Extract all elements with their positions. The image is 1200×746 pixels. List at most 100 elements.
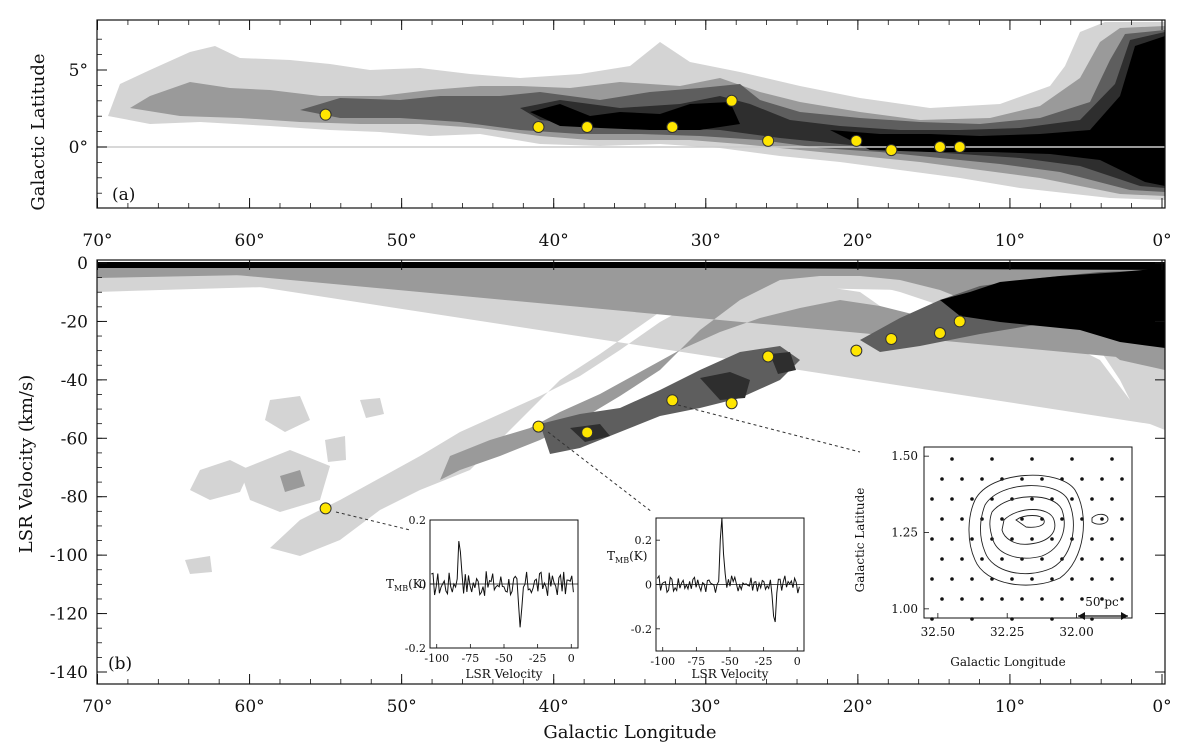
map-dot <box>940 557 944 561</box>
source-marker <box>532 420 545 433</box>
source-marker <box>762 350 775 363</box>
bot-ytick-label: -80 <box>61 488 88 508</box>
top-xtick-label: 10° <box>995 231 1025 251</box>
inset-xtick-label: -50 <box>495 652 513 665</box>
map-dot <box>1050 577 1054 581</box>
map-dot <box>1030 537 1034 541</box>
inset-1-ylabel: TMB(K) <box>386 577 426 593</box>
map-dot <box>1070 497 1074 501</box>
map-dot <box>1120 597 1124 601</box>
panel-b-ylabel: LSR Velocity (km/s) <box>16 375 37 553</box>
map-dot <box>1110 577 1114 581</box>
inset-spectrum-2: -100 -75 -50 -25 0 0.2 0 -0.2 TMB(K) LSR Veloci… <box>607 517 805 681</box>
inset-xtick-label: -100 <box>650 655 675 668</box>
map-dot <box>1120 517 1124 521</box>
map-dot <box>940 477 944 481</box>
bot-xtick-label: 20° <box>843 697 873 717</box>
panel-a-points <box>319 94 966 157</box>
map-dot <box>1010 577 1014 581</box>
source-marker <box>725 94 738 107</box>
map-dot <box>1110 537 1114 541</box>
scale-bar-label: 50 pc <box>1085 595 1119 609</box>
map-ytick-label: 1.50 <box>891 449 918 463</box>
map-dot <box>970 537 974 541</box>
map-dot <box>1120 557 1124 561</box>
map-dot <box>950 577 954 581</box>
top-xtick-label: 40° <box>539 231 569 251</box>
inset-3-contours <box>968 474 1109 586</box>
map-ytick-label: 1.25 <box>891 526 918 540</box>
top-xtick-label: 30° <box>691 231 721 251</box>
map-xtick-label: 32.00 <box>1059 625 1093 639</box>
map-dot <box>1040 557 1044 561</box>
map-dot <box>970 617 974 621</box>
map-dot <box>930 537 934 541</box>
map-dot <box>940 597 944 601</box>
top-ytick-label: 5° <box>69 61 88 81</box>
map-dot <box>960 517 964 521</box>
map-dot <box>1010 617 1014 621</box>
map-dot <box>1020 477 1024 481</box>
map-dot <box>1080 517 1084 521</box>
inset-3-xlabel: Galactic Longitude <box>950 655 1065 669</box>
pv-level-1-blob6 <box>325 436 346 462</box>
map-dot <box>1110 497 1114 501</box>
bot-ytick-label: -60 <box>61 429 88 449</box>
map-dot <box>1050 537 1054 541</box>
inset-1-spectrum <box>431 541 574 628</box>
inset-spectrum-1: -100 -75 -50 -25 0 0.2 0 -0.2 TMB(K) LSR Veloci… <box>386 514 579 681</box>
source-marker <box>581 120 594 133</box>
bot-ytick-label: -140 <box>50 663 88 683</box>
map-dot <box>950 457 954 461</box>
map-dot <box>1100 477 1104 481</box>
pv-level-1-blob5 <box>185 556 212 574</box>
map-dot <box>1090 617 1094 621</box>
source-marker <box>885 332 898 345</box>
source-marker <box>666 394 679 407</box>
pv-level-2-blob <box>280 470 305 492</box>
bot-ytick-label: -100 <box>50 546 88 566</box>
inset-3-ylabel: Galactic Latitude <box>853 488 867 593</box>
scale-bar-arrow-right <box>1121 612 1128 620</box>
inset-xtick-label: -50 <box>721 655 739 668</box>
map-dot <box>930 577 934 581</box>
map-dot <box>1070 457 1074 461</box>
map-dot <box>1090 537 1094 541</box>
panel-b: 70° 60° 50° 40° 30° 20° 10° 0° 0 -20 -40 -60 -80 -100… <box>16 254 1172 743</box>
top-xtick-label: 70° <box>82 231 112 251</box>
map-dot <box>1000 557 1004 561</box>
bot-xtick-label: 50° <box>387 697 417 717</box>
panel-a-ticks: 70° 60° 50° 40° 30° 20° 10° 0° 5° 0° <box>69 20 1172 251</box>
inset-1-xlabel: LSR Velocity <box>466 667 543 681</box>
map-ytick-label: 1.00 <box>891 602 918 616</box>
map-dot <box>940 517 944 521</box>
map-dot <box>1030 577 1034 581</box>
map-dot <box>1030 457 1034 461</box>
scale-bar-arrow-left <box>1078 612 1085 620</box>
map-dot <box>1070 577 1074 581</box>
map-dot <box>1120 477 1124 481</box>
inset-ytick-label: 0 <box>419 578 426 591</box>
panel-b-contours <box>97 262 1165 574</box>
map-dot <box>1090 497 1094 501</box>
inset-2-ticks: -100 -75 -50 -25 0 0.2 0 -0.2 <box>631 534 804 668</box>
bot-xtick-label: 40° <box>539 697 569 717</box>
pv-level-2 <box>97 262 1165 480</box>
leader-line-3 <box>677 404 861 453</box>
map-dot <box>1000 597 1004 601</box>
inset-2-spectrum <box>656 517 800 623</box>
inset-3-ticks: 32.50 32.25 32.00 1.50 1.25 1.00 <box>891 449 1093 639</box>
bot-xtick-label: 70° <box>82 697 112 717</box>
map-dot <box>1040 477 1044 481</box>
map-dot <box>1010 537 1014 541</box>
inset-xtick-label: 0 <box>794 655 801 668</box>
panel-a-frame <box>96 19 1166 209</box>
inset-ytick-label: -0.2 <box>631 623 652 636</box>
source-marker <box>762 134 775 147</box>
inset-3-frame <box>923 446 1133 619</box>
bot-xtick-label: 0° <box>1152 697 1171 717</box>
map-dot <box>1100 557 1104 561</box>
bot-xtick-label: 10° <box>995 697 1025 717</box>
map-dot <box>1040 597 1044 601</box>
